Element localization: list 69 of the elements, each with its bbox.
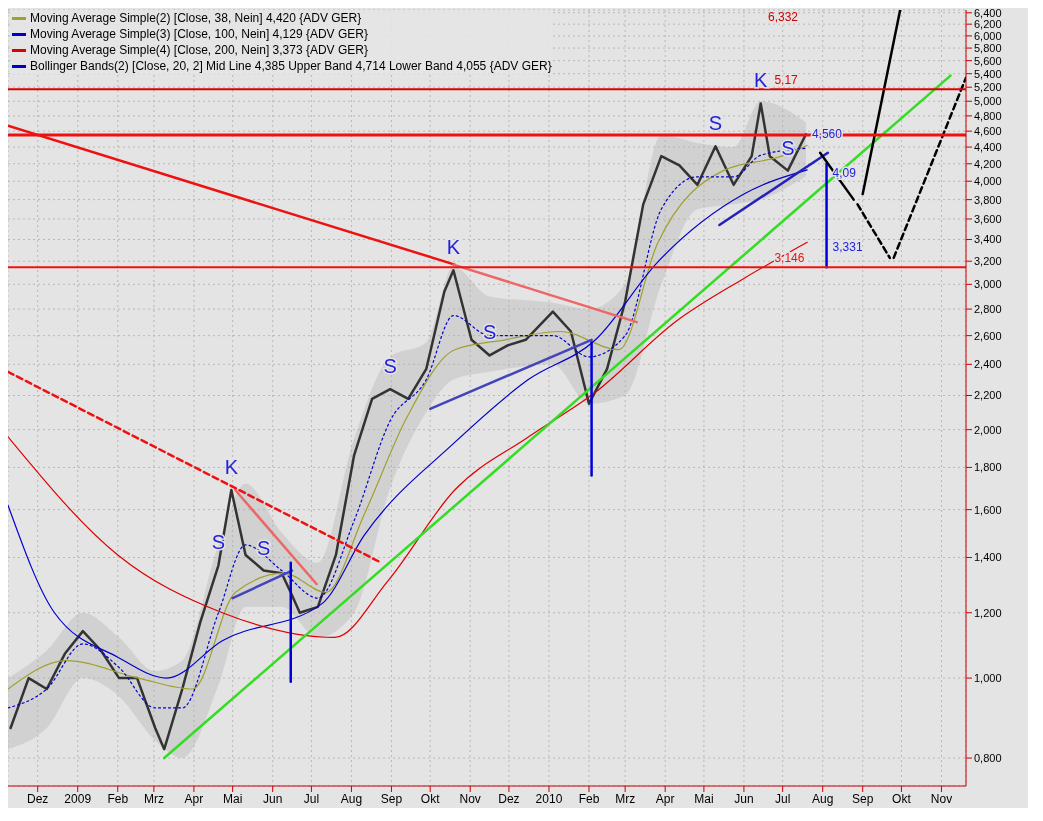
y-tick-label: 3,400	[974, 233, 1002, 246]
y-tick-label: 4,600	[974, 125, 1002, 138]
x-tick-label: Mrz	[615, 791, 636, 806]
x-tick-label: Okt	[420, 791, 441, 806]
y-tick-label: 5,600	[974, 54, 1002, 67]
x-tick-label: Nov	[930, 791, 953, 806]
x-tick-label: Jun	[734, 791, 754, 806]
x-tick-label: Sep	[380, 791, 403, 806]
legend-label: Moving Average Simple(3) [Close, 100, Nein] 4,129 {ADV GER}	[30, 26, 368, 42]
legend-label: Bollinger Bands(2) [Close, 20, 2] Mid Line 4,385 Upper Band 4,714 Lower Band 4,055 {ADV GER}	[30, 58, 552, 74]
ref-line-label: 5,17	[774, 73, 799, 88]
annotation: S	[708, 112, 723, 135]
y-tick-label: 3,800	[974, 193, 1002, 206]
annotation: K	[446, 236, 461, 259]
y-tick-label: 2,000	[974, 423, 1002, 436]
y-tick-label: 6,000	[974, 29, 1002, 42]
x-tick-label: Feb	[107, 791, 129, 806]
x-tick-label: Apr	[655, 791, 675, 806]
y-tick-label: 1,600	[974, 503, 1002, 516]
y-tick-label: 4,800	[974, 109, 1002, 122]
x-tick-label: Mai	[222, 791, 243, 806]
x-tick-label: Aug	[340, 791, 363, 806]
x-tick-label: Okt	[892, 791, 912, 806]
y-tick-label: 5,000	[974, 95, 1002, 108]
annotation: 3,331	[832, 239, 863, 254]
annotation: S	[256, 536, 271, 559]
y-tick-label: 2,800	[974, 302, 1002, 315]
y-tick-label: 2,400	[974, 358, 1002, 371]
x-tick-label: Sep	[852, 791, 874, 806]
y-tick-label: 4,400	[974, 140, 1002, 153]
x-tick-label: Dez	[498, 791, 520, 806]
y-tick-label: 6,400	[974, 6, 1002, 19]
x-tick-label: Dez	[27, 791, 49, 806]
y-tick-label: 6,200	[974, 18, 1002, 31]
x-tick-label: Mai	[694, 791, 714, 806]
y-tick-label: 2,600	[974, 329, 1002, 342]
x-tick-label: Nov	[459, 791, 481, 806]
x-tick-label: Mrz	[143, 791, 164, 806]
y-tick-label: 0,800	[974, 751, 1002, 764]
annotation: S	[383, 355, 397, 378]
annotation: 4,560	[811, 127, 843, 142]
x-tick-label: Apr	[184, 791, 204, 806]
x-tick-label: 2010	[535, 791, 563, 806]
x-tick-label: Aug	[812, 791, 834, 806]
y-tick-label: 5,200	[974, 81, 1002, 94]
y-tick-label: 5,800	[974, 41, 1002, 54]
x-tick-label: Jul	[303, 791, 320, 806]
y-tick-label: 3,000	[974, 278, 1002, 291]
x-tick-label: 2009	[64, 791, 92, 806]
y-tick-label: 1,800	[974, 461, 1002, 474]
legend-label: Moving Average Simple(4) [Close, 200, Nein] 3,373 {ADV GER}	[30, 42, 368, 58]
y-tick-label: 3,200	[974, 255, 1002, 268]
y-tick-label: 1,400	[974, 551, 1002, 564]
x-tick-label: Jun	[263, 791, 283, 806]
y-tick-label: 1,000	[974, 671, 1002, 684]
annotation: 6,332	[768, 10, 799, 24]
annotation: K	[754, 69, 769, 92]
y-tick-label: 4,000	[974, 175, 1002, 188]
x-tick-label: Feb	[578, 791, 600, 806]
annotation: K	[224, 456, 239, 479]
y-tick-label: 4,200	[974, 157, 1002, 170]
y-tick-label: 1,200	[974, 606, 1002, 619]
y-tick-label: 3,600	[974, 212, 1002, 225]
y-tick-label: 5,400	[974, 67, 1002, 80]
annotation: S	[482, 321, 497, 344]
y-tick-label: 2,200	[974, 389, 1002, 402]
ref-line-label: 3,146	[774, 251, 805, 266]
legend-label: Moving Average Simple(2) [Close, 38, Nein] 4,420 {ADV GER}	[30, 10, 362, 26]
x-tick-label: Jul	[774, 791, 791, 806]
